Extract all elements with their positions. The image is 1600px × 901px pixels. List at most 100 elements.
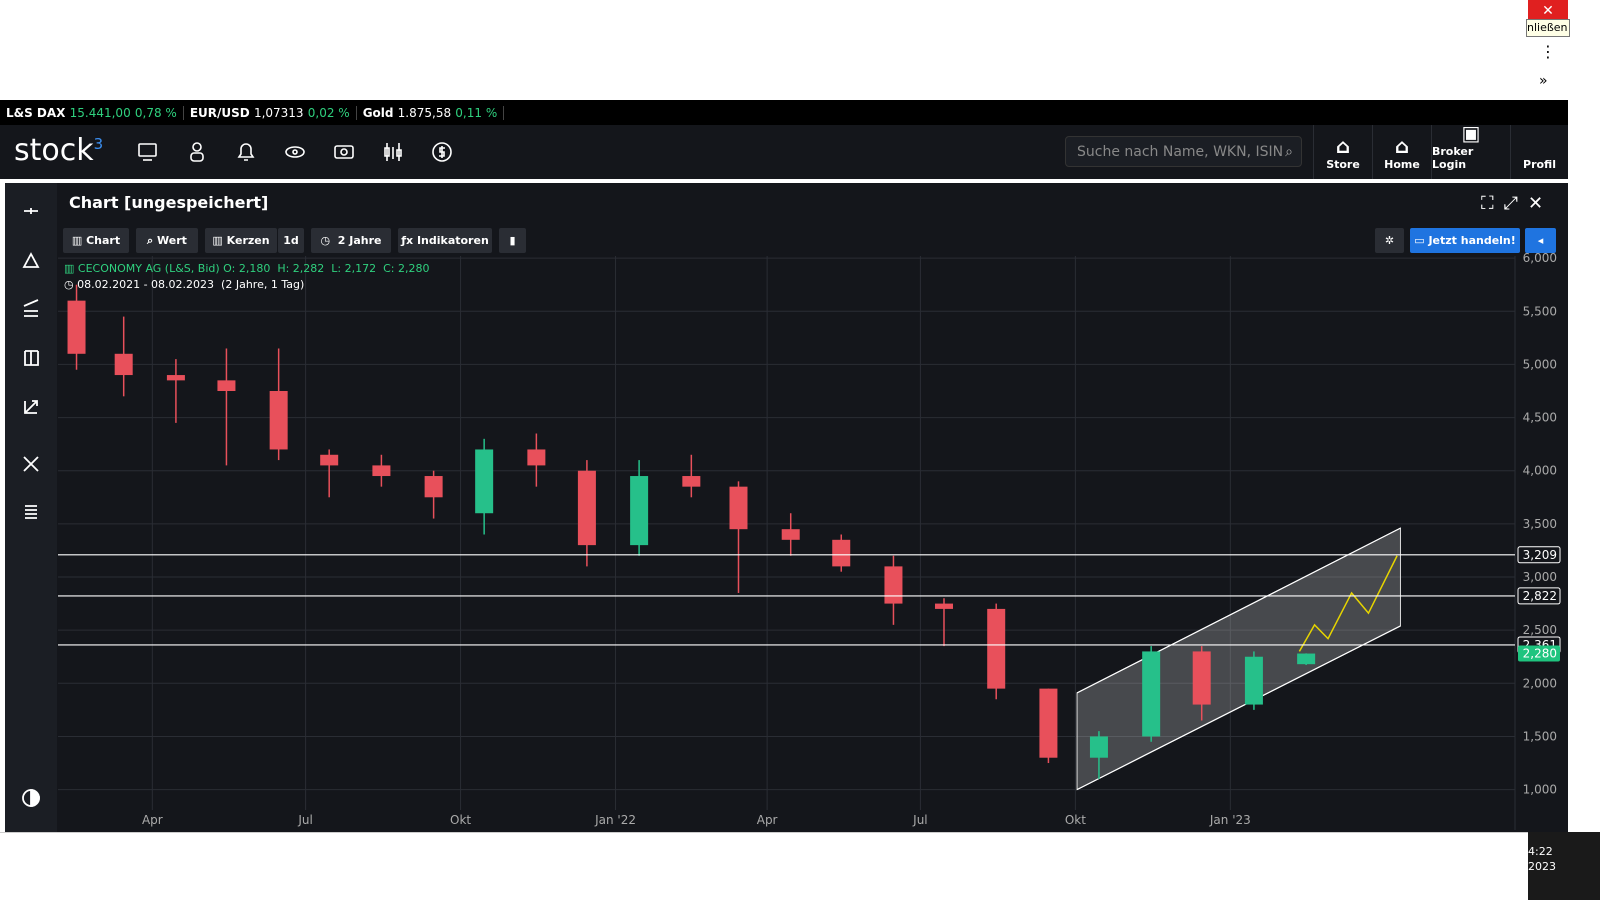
clock: 4:22 2023 <box>1528 832 1600 900</box>
range-span: (2 Jahre, 1 Tag) <box>221 278 305 291</box>
channel-line <box>1076 527 1401 694</box>
price-marker-label: 2,280 <box>1523 647 1557 661</box>
window-controls[interactable]: ⛶⤢✕ <box>1481 193 1554 214</box>
nav-link[interactable]: ⌂ Home <box>1372 125 1431 179</box>
taskbar <box>0 832 1528 901</box>
x-tick-label: Jul <box>912 813 927 827</box>
tool-layers[interactable] <box>25 505 37 519</box>
y-tick-label: 2,500 <box>1523 623 1557 637</box>
toolbar-button[interactable]: ◷ 2 Jahre <box>311 228 391 253</box>
tool-line[interactable] <box>24 208 38 214</box>
ticker-name: Gold <box>362 105 394 120</box>
logo[interactable]: stock3 <box>14 133 103 168</box>
candle-body <box>527 449 546 466</box>
range-info: ◷ 08.02.2021 - 08.02.2023 (2 Jahre, 1 Ta… <box>64 278 305 291</box>
ticker-item[interactable]: L&S DAX 15.441,00 0,78 % <box>0 105 184 120</box>
price-marker <box>1518 645 1560 662</box>
tool-settings[interactable] <box>23 456 39 472</box>
candle-body <box>1244 656 1263 705</box>
trade-button[interactable]: ▭ Jetzt handeln! <box>1410 228 1520 253</box>
ticker-change: 0,78 % <box>134 105 177 120</box>
candle-body <box>729 486 748 530</box>
tool-fib[interactable] <box>23 299 39 317</box>
toolbar-button[interactable]: ▥ Kerzen <box>205 228 277 253</box>
instrument-name: CECONOMY AG (L&S, Bid) <box>77 262 220 275</box>
y-tick-label: 2,000 <box>1523 676 1557 690</box>
more-icon[interactable]: » <box>1539 73 1548 89</box>
ticker-item[interactable]: EUR/USD 1,07313 0,02 % <box>184 105 357 120</box>
y-tick-label: 3,000 <box>1523 570 1557 584</box>
ohlc-open: O: 2,180 <box>223 262 271 275</box>
panel-title: Chart [ungespeichert] <box>69 193 269 212</box>
toolbar-button[interactable]: ▥ Chart <box>63 228 129 253</box>
nav-link[interactable]: Profil <box>1510 125 1568 179</box>
tool-text[interactable] <box>24 350 39 366</box>
logo-sup: 3 <box>93 135 104 153</box>
candle-body <box>1089 736 1108 758</box>
candle-body <box>372 465 391 477</box>
ticker-name: L&S DAX <box>6 105 66 120</box>
x-tick-label: Okt <box>1065 813 1086 827</box>
x-tick-label: Jan '23 <box>1209 813 1251 827</box>
x-tick-label: Apr <box>142 813 163 827</box>
menu-icon[interactable]: ⋮ <box>1540 42 1556 61</box>
candle-body <box>320 454 339 466</box>
logo-text: stock <box>14 133 94 168</box>
icon-bell[interactable] <box>237 143 255 161</box>
icon-eye[interactable] <box>285 146 305 158</box>
ticker-change: 0,11 % <box>455 105 498 120</box>
bookmark-button[interactable]: ▮ <box>499 228 526 253</box>
toolbar-button[interactable]: 1d <box>278 228 304 253</box>
nav-link[interactable]: ▣ Broker Login <box>1431 121 1510 179</box>
x-tick-label: Jul <box>297 813 312 827</box>
instrument-info: ▥ CECONOMY AG (L&S, Bid) O: 2,180 H: 2,2… <box>64 262 430 275</box>
icon-money[interactable] <box>334 145 354 159</box>
candle-body <box>114 353 133 376</box>
toolbar-label: Kerzen <box>226 234 270 247</box>
search-input[interactable]: Suche nach Name, WKN, ISIN ⌕ <box>1065 136 1302 167</box>
collapse-button[interactable]: ◂ <box>1525 228 1556 253</box>
icon-home: ⌂ <box>1394 134 1410 158</box>
projection-line <box>1298 555 1398 652</box>
icon-user[interactable] <box>192 142 202 152</box>
ticker-value: 1.875,58 <box>397 105 452 120</box>
candle-body <box>781 529 800 540</box>
ticker-item[interactable]: Gold 1.875,58 0,11 % <box>357 105 505 120</box>
candle-body <box>1142 651 1161 737</box>
nav-link-label: Home <box>1384 158 1420 171</box>
y-tick-label: 1,000 <box>1523 783 1557 797</box>
y-tick-label: 1,500 <box>1523 729 1557 743</box>
candle-body <box>832 539 851 567</box>
hline-label: 3,209 <box>1523 548 1557 562</box>
toolbar-label: 1d <box>283 234 299 247</box>
ohlc-close: C: 2,280 <box>383 262 430 275</box>
nav-icons <box>138 142 452 162</box>
channel-line <box>1076 625 1401 791</box>
candle-body <box>269 390 288 450</box>
tool-shape[interactable] <box>22 252 40 268</box>
y-tick-label: 6,000 <box>1523 251 1557 265</box>
candle-body <box>475 449 494 514</box>
tool-measure[interactable] <box>24 400 38 414</box>
toolbar-button[interactable]: ⌕ Wert <box>136 228 198 253</box>
toolbar-label: Indikatoren <box>416 234 489 247</box>
ticker-value: 15.441,00 <box>69 105 131 120</box>
toolbar-button[interactable]: ƒx Indikatoren <box>398 228 492 253</box>
candle-body <box>166 375 185 381</box>
icon-desktop[interactable] <box>138 143 157 157</box>
nav-link[interactable]: ⌂ Store <box>1313 125 1372 179</box>
toolbar-label: Wert <box>157 234 187 247</box>
close-button[interactable]: ✕ <box>1528 0 1568 20</box>
left-toolbar <box>5 183 57 832</box>
search-placeholder: Suche nach Name, WKN, ISIN <box>1077 144 1284 160</box>
trade-label: Jetzt handeln! <box>1428 234 1516 247</box>
candle-body <box>1192 651 1211 705</box>
x-tick-label: Apr <box>757 813 778 827</box>
icon-candles[interactable] <box>384 143 402 161</box>
icon-dollar[interactable] <box>432 142 452 162</box>
magic-button[interactable]: ✲ <box>1375 228 1404 253</box>
y-tick-label: 3,500 <box>1523 517 1557 531</box>
y-tick-label: 4,000 <box>1523 464 1557 478</box>
